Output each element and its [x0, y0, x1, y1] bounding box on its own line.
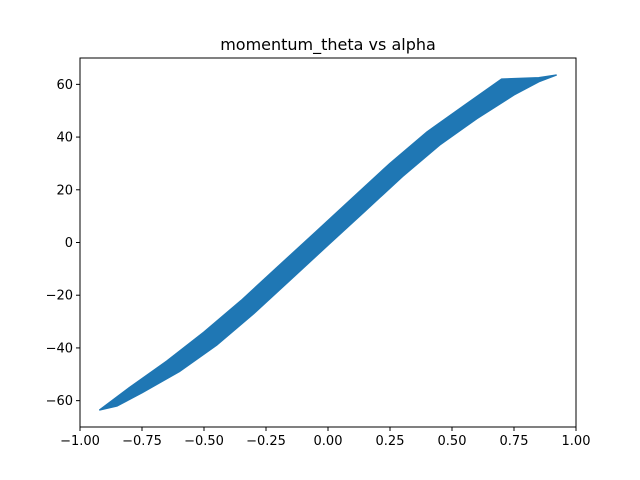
- y-tick-label: 0: [65, 236, 73, 251]
- plot-area: [99, 74, 557, 411]
- axes: −1.00 −0.75 −0.50 −0.25 0.00 0.25 0.50 0.75 1.00…: [46, 57, 591, 449]
- x-tick-label: 0.75: [500, 434, 529, 449]
- y-tick-label: 20: [56, 183, 73, 198]
- x-tick-label: −0.50: [184, 434, 224, 449]
- x-tick-label: 0.50: [438, 434, 467, 449]
- x-tick-label: −1.00: [60, 434, 100, 449]
- series-line-0: [99, 74, 557, 411]
- chart-title: momentum_theta vs alpha: [220, 35, 436, 55]
- x-tick-label: 0.00: [314, 434, 343, 449]
- y-tick-label: −40: [46, 341, 73, 356]
- y-tick-label: −60: [46, 394, 73, 409]
- y-tick-label: 60: [56, 78, 73, 93]
- x-tick-label: 0.25: [376, 434, 405, 449]
- x-tick-label: −0.25: [246, 434, 286, 449]
- x-tick-label: 1.00: [562, 434, 591, 449]
- y-tick-label: −20: [46, 289, 73, 304]
- y-tick-label: 40: [56, 131, 73, 146]
- x-tick-label: −0.75: [122, 434, 162, 449]
